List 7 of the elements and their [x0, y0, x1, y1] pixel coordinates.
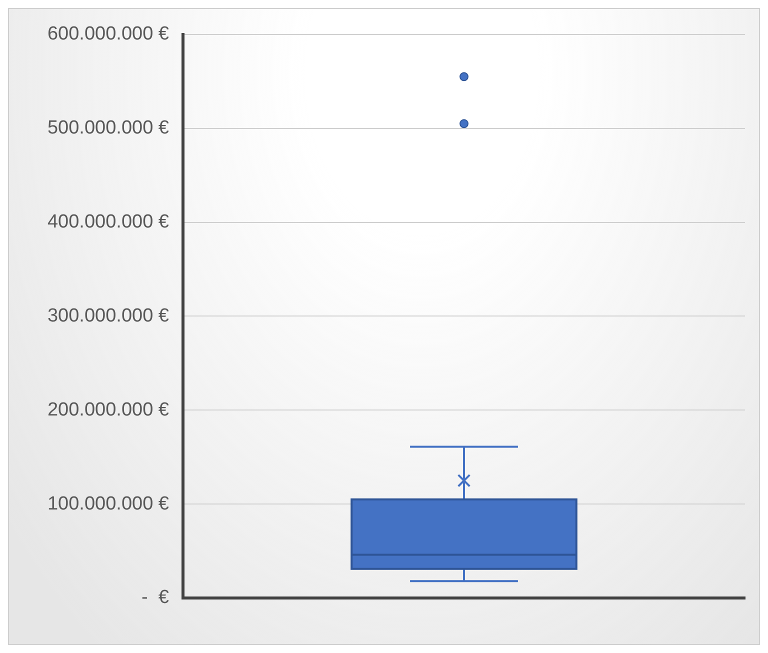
y-tick-label: 400.000.000 €: [47, 212, 170, 232]
y-tick-label: 600.000.000 €: [47, 24, 170, 45]
y-tick-label: 200.000.000 €: [47, 399, 170, 420]
y-tick-label: - €: [142, 587, 170, 608]
y-tick-label: 300.000.000 €: [47, 305, 170, 326]
y-tick-label: 100.000.000 €: [47, 493, 170, 514]
y-tick-label: 500.000.000 €: [47, 118, 170, 139]
